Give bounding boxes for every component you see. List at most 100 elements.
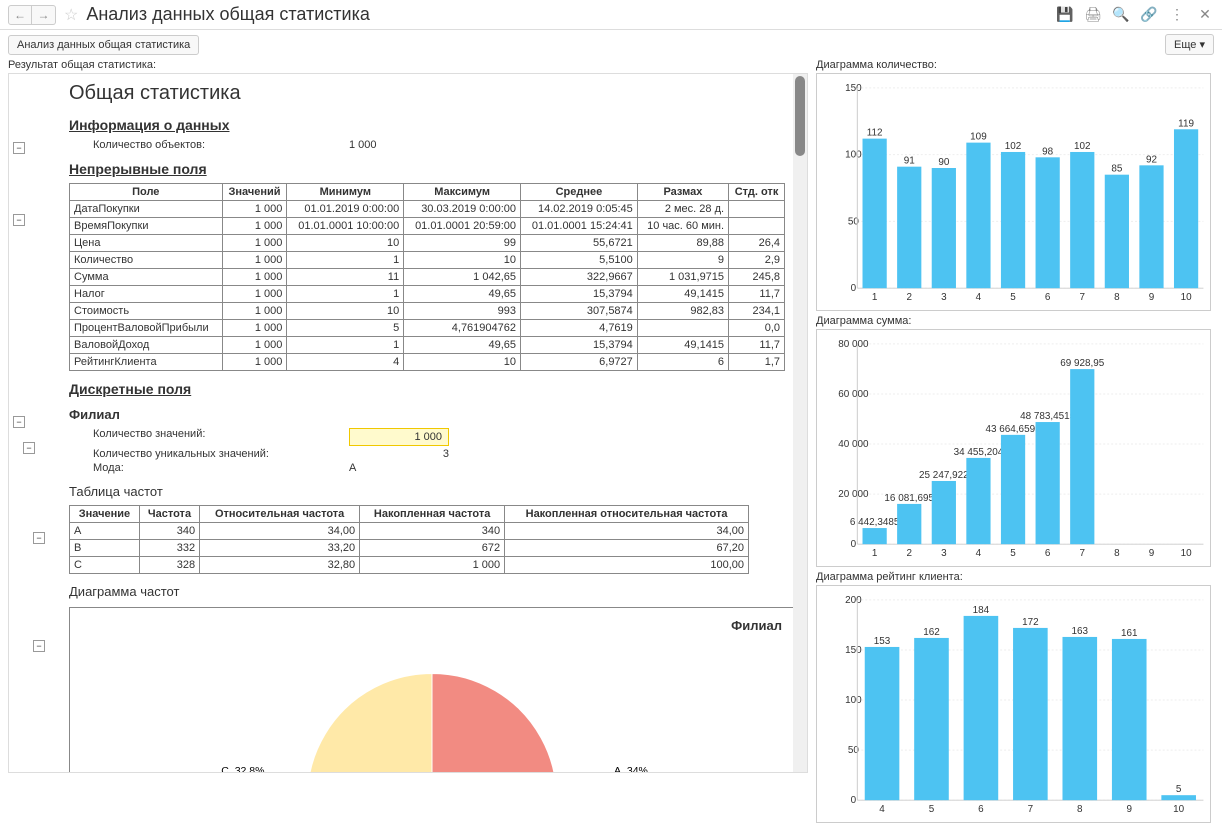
continuous-table: ПолеЗначенийМинимумМаксимумСреднееРазмах… xyxy=(69,183,785,371)
table-row: Стоимость1 00010993307,5874982,83234,1 xyxy=(70,303,785,320)
table-row: B33233,2067267,20 xyxy=(70,540,749,557)
svg-text:80 000: 80 000 xyxy=(838,339,869,350)
svg-text:0: 0 xyxy=(851,539,857,550)
favorite-star-icon[interactable]: ☆ xyxy=(64,5,78,25)
table-header: Накопленная относительная частота xyxy=(505,506,749,523)
svg-text:172: 172 xyxy=(1022,617,1039,628)
svg-text:85: 85 xyxy=(1111,164,1123,175)
svg-text:162: 162 xyxy=(923,627,940,638)
nav-back-button[interactable]: ← xyxy=(8,5,32,25)
more-button[interactable]: Еще ▾ xyxy=(1165,34,1214,55)
svg-text:112: 112 xyxy=(867,128,883,139)
svg-text:9: 9 xyxy=(1126,804,1132,815)
table-header: Значение xyxy=(70,506,140,523)
svg-text:3: 3 xyxy=(941,292,947,303)
svg-text:1: 1 xyxy=(872,548,878,559)
svg-text:100: 100 xyxy=(845,150,862,161)
table-row: Сумма1 000111 042,65322,96671 031,971524… xyxy=(70,269,785,286)
outline-tree: − − − − − − xyxy=(9,74,57,772)
tree-toggle[interactable]: − xyxy=(13,142,25,154)
svg-text:153: 153 xyxy=(874,636,891,647)
search-icon[interactable]: 🔍 xyxy=(1112,6,1130,24)
svg-text:20 000: 20 000 xyxy=(838,489,869,500)
table-row: A34034,0034034,00 xyxy=(70,523,749,540)
table-header: Минимум xyxy=(287,184,404,201)
nav-forward-button[interactable]: → xyxy=(32,5,56,25)
svg-text:4: 4 xyxy=(976,548,982,559)
svg-text:10: 10 xyxy=(1173,804,1185,815)
section-discrete-header: Дискретные поля xyxy=(69,381,795,397)
chart-sum-label: Диаграмма сумма: xyxy=(816,315,1211,327)
save-icon[interactable]: 💾 xyxy=(1056,6,1074,24)
filial-title: Филиал xyxy=(69,407,795,422)
svg-text:98: 98 xyxy=(1042,146,1054,157)
table-row: Количество1 0001105,510092,9 xyxy=(70,252,785,269)
svg-text:9: 9 xyxy=(1149,292,1155,303)
link-icon[interactable]: 🔗 xyxy=(1140,6,1158,24)
svg-text:5: 5 xyxy=(1010,292,1016,303)
pie-chart-title: Диаграмма частот xyxy=(69,584,795,599)
table-header: Частота xyxy=(139,506,199,523)
tab-button[interactable]: Анализ данных общая статистика xyxy=(8,35,199,55)
svg-text:40 000: 40 000 xyxy=(838,439,869,450)
svg-text:A, 34%: A, 34% xyxy=(614,765,648,773)
tree-toggle[interactable]: − xyxy=(13,416,25,428)
svg-text:25 247,922: 25 247,922 xyxy=(919,470,969,481)
svg-text:184: 184 xyxy=(973,605,990,616)
svg-text:200: 200 xyxy=(845,595,862,606)
svg-text:2: 2 xyxy=(906,548,912,559)
svg-text:1: 1 xyxy=(872,292,878,303)
svg-text:8: 8 xyxy=(1114,292,1120,303)
svg-text:7: 7 xyxy=(1080,292,1086,303)
svg-text:150: 150 xyxy=(845,83,862,94)
svg-text:4: 4 xyxy=(976,292,982,303)
table-header: Стд. отк xyxy=(729,184,785,201)
close-icon[interactable]: ✕ xyxy=(1196,6,1214,24)
section-continuous-header: Непрерывные поля xyxy=(69,161,795,177)
pie-legend-title: Филиал xyxy=(731,618,782,633)
svg-text:161: 161 xyxy=(1121,628,1138,639)
svg-text:6: 6 xyxy=(1045,548,1051,559)
table-row: ВремяПокупки1 00001.01.0001 10:00:0001.0… xyxy=(70,218,785,235)
tree-toggle[interactable]: − xyxy=(33,532,45,544)
svg-text:10: 10 xyxy=(1181,292,1193,303)
table-row: РейтингКлиента1 0004106,972761,7 xyxy=(70,354,785,371)
sub-toolbar: Анализ данных общая статистика Еще ▾ xyxy=(0,30,1222,59)
table-header: Максимум xyxy=(404,184,521,201)
svg-text:5: 5 xyxy=(929,804,935,815)
menu-dots-icon[interactable]: ⋮ xyxy=(1168,6,1186,24)
svg-text:8: 8 xyxy=(1114,548,1120,559)
svg-text:9: 9 xyxy=(1149,548,1155,559)
svg-text:91: 91 xyxy=(904,156,916,167)
tree-toggle[interactable]: − xyxy=(23,442,35,454)
tree-toggle[interactable]: − xyxy=(33,640,45,652)
svg-text:0: 0 xyxy=(851,283,857,294)
filial-unique-value: 3 xyxy=(349,448,449,460)
svg-text:C, 32,8%: C, 32,8% xyxy=(221,765,264,773)
svg-text:6: 6 xyxy=(978,804,984,815)
svg-text:163: 163 xyxy=(1072,626,1089,637)
vertical-scrollbar[interactable] xyxy=(793,74,807,772)
frequency-table: ЗначениеЧастотаОтносительная частотаНако… xyxy=(69,505,749,574)
freq-table-title: Таблица частот xyxy=(69,484,795,499)
toolbar: ← → ☆ Анализ данных общая статистика 💾 🖨… xyxy=(0,0,1222,30)
table-header: Среднее xyxy=(521,184,638,201)
svg-text:16 081,695: 16 081,695 xyxy=(884,493,934,504)
tree-toggle[interactable]: − xyxy=(13,214,25,226)
svg-text:4: 4 xyxy=(879,804,885,815)
print-icon[interactable]: 🖨 xyxy=(1084,6,1102,24)
svg-text:109: 109 xyxy=(970,132,987,143)
table-row: ПроцентВаловойПрибыли1 00054,7619047624,… xyxy=(70,320,785,337)
left-panel-label: Результат общая статистика: xyxy=(8,59,808,71)
page-title: Анализ данных общая статистика xyxy=(86,4,1056,25)
chart-rating-label: Диаграмма рейтинг клиента: xyxy=(816,571,1211,583)
chart-qty-label: Диаграмма количество: xyxy=(816,59,1211,71)
svg-text:6 442,3485: 6 442,3485 xyxy=(850,517,900,528)
doc-title: Общая статистика xyxy=(69,82,795,105)
svg-text:60 000: 60 000 xyxy=(838,389,869,400)
section-info-header: Информация о данных xyxy=(69,117,795,133)
svg-text:0: 0 xyxy=(851,795,857,806)
svg-text:92: 92 xyxy=(1146,154,1158,165)
table-row: C32832,801 000100,00 xyxy=(70,557,749,574)
filial-unique-label: Количество уникальных значений: xyxy=(69,448,349,460)
